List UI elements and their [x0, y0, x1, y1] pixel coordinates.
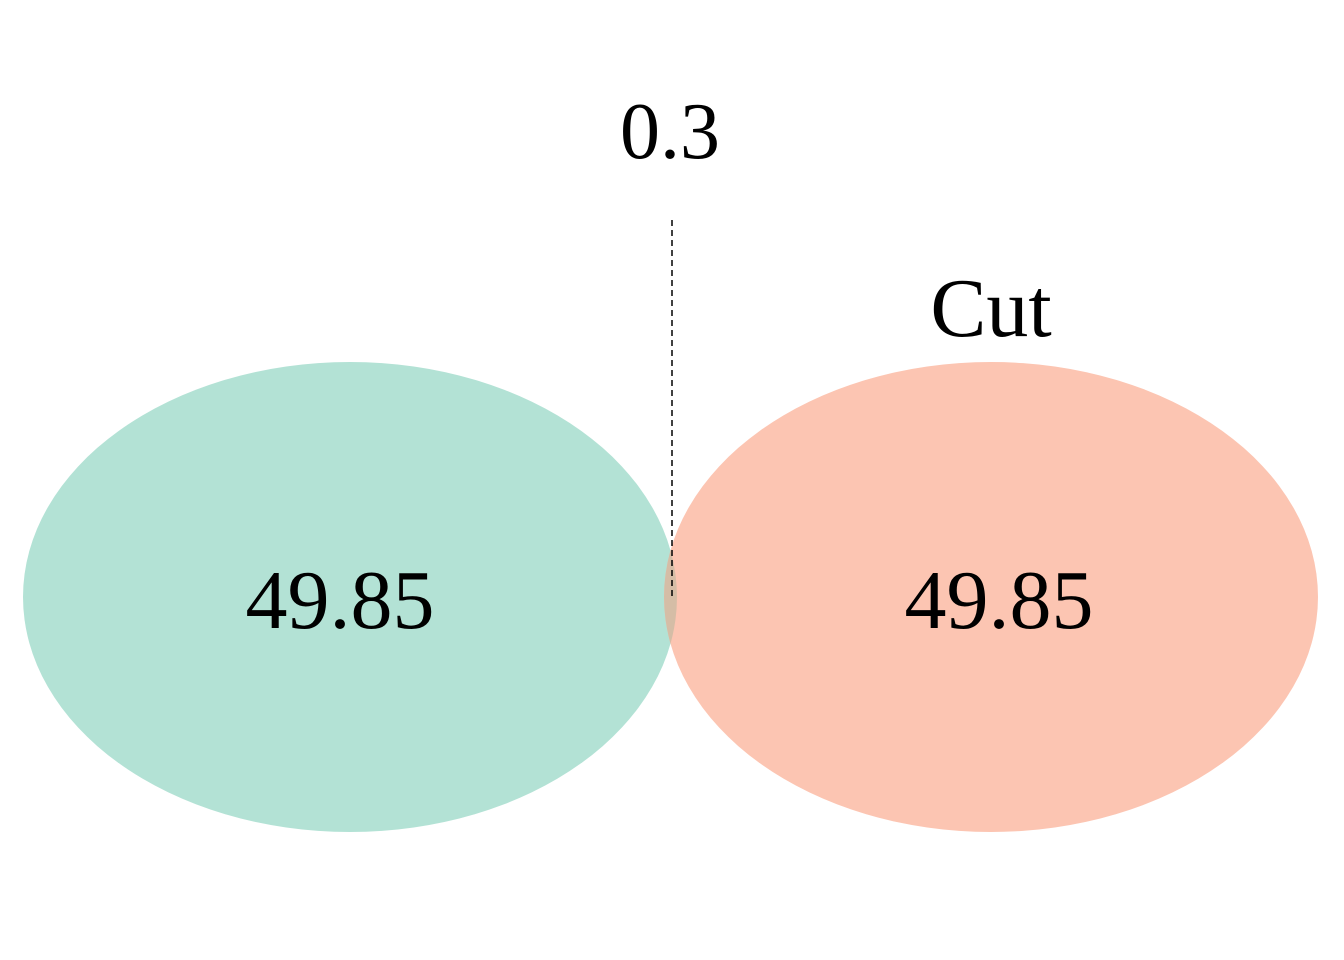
right-set-value-label: 49.85 [905, 554, 1094, 647]
right-set-ellipse [664, 362, 1318, 832]
left-set-ellipse [23, 362, 677, 832]
left-set-value-label: 49.85 [246, 554, 435, 647]
intersection-value-label: 0.3 [620, 88, 720, 176]
right-set-name-label: Cut [930, 262, 1051, 355]
